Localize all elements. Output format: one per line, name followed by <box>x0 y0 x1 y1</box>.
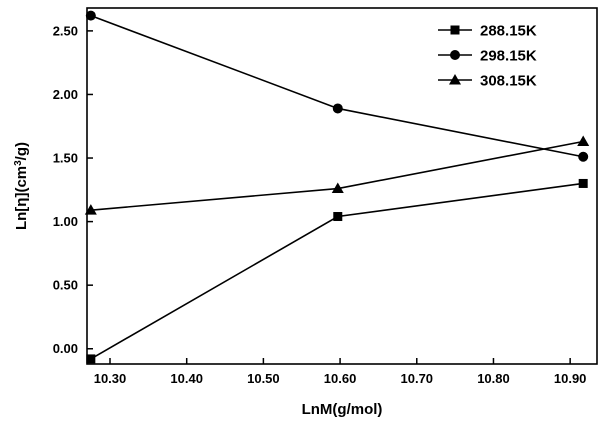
series-line <box>90 140 584 211</box>
y-axis-title-superscript: 3 <box>13 160 24 166</box>
square-marker <box>333 212 343 222</box>
legend-item: 298.15K <box>438 48 537 65</box>
y-axis-title-unit: /g) <box>13 142 30 160</box>
y-tick-label: 2.00 <box>53 87 78 102</box>
series-298.15K <box>85 10 589 162</box>
legend: 288.15K 298.15K 308.15K <box>438 23 537 90</box>
legend-item: 308.15K <box>438 73 537 90</box>
x-tick-label: 10.70 <box>401 371 434 386</box>
y-tick-label: 0.00 <box>53 341 78 356</box>
series-308.15K <box>84 135 590 215</box>
legend-label: 298.15K <box>480 48 537 65</box>
legend-item: 288.15K <box>438 23 537 40</box>
x-axis: 10.30 10.40 10.50 10.60 10.70 10.80 10.90 <box>94 358 587 386</box>
y-axis: 0.00 0.50 1.00 1.50 2.00 2.50 <box>53 23 93 356</box>
x-tick-label: 10.50 <box>247 371 280 386</box>
triangle-marker <box>449 74 461 85</box>
x-tick-label: 10.90 <box>554 371 587 386</box>
y-axis-title-main: Ln[η](cm <box>13 166 30 230</box>
x-tick-label: 10.80 <box>477 371 510 386</box>
square-marker <box>578 178 588 188</box>
triangle-marker <box>331 182 344 194</box>
triangle-marker <box>84 204 97 215</box>
circle-marker <box>578 151 589 162</box>
legend-label: 308.15K <box>480 73 537 90</box>
series-line <box>90 182 584 360</box>
circle-marker <box>332 103 343 114</box>
y-tick-label: 1.50 <box>53 151 78 166</box>
x-tick-label: 10.40 <box>170 371 203 386</box>
series-layer <box>84 10 590 364</box>
x-axis-title: LnM(g/mol) <box>302 401 383 418</box>
square-marker <box>450 25 460 35</box>
y-axis-title: Ln[η](cm3/g) <box>13 142 31 230</box>
y-tick-label: 1.00 <box>53 214 78 229</box>
circle-marker <box>450 50 460 60</box>
y-tick-label: 0.50 <box>53 278 78 293</box>
x-tick-label: 10.30 <box>94 371 127 386</box>
triangle-marker <box>577 135 590 146</box>
plot-frame <box>86 7 598 365</box>
series-288.15K <box>86 178 588 364</box>
circle-marker <box>85 10 96 21</box>
x-tick-label: 10.60 <box>324 371 357 386</box>
legend-label: 288.15K <box>480 23 537 40</box>
y-tick-label: 2.50 <box>53 23 78 38</box>
square-marker <box>86 354 96 364</box>
